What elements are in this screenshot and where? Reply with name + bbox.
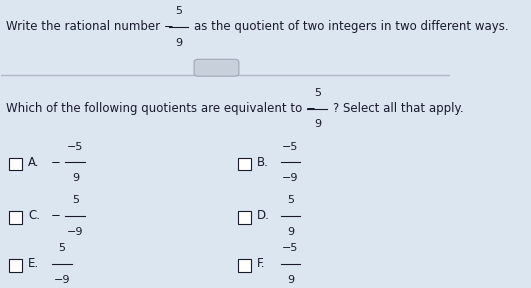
Text: −: −	[50, 209, 61, 222]
Text: ? Select all that apply.: ? Select all that apply.	[333, 102, 464, 115]
FancyBboxPatch shape	[238, 259, 251, 272]
Text: −9: −9	[67, 227, 83, 237]
FancyBboxPatch shape	[238, 211, 251, 223]
Text: −5: −5	[282, 243, 298, 253]
Text: −5: −5	[282, 142, 298, 151]
FancyBboxPatch shape	[10, 158, 22, 170]
Text: 9: 9	[314, 120, 321, 129]
Text: −9: −9	[282, 173, 299, 183]
Text: 5: 5	[287, 195, 294, 205]
FancyBboxPatch shape	[10, 211, 22, 223]
Text: 5: 5	[314, 88, 321, 98]
Text: 9: 9	[175, 37, 182, 48]
Text: Which of the following quotients are equivalent to −: Which of the following quotients are equ…	[6, 102, 316, 115]
Text: as the quotient of two integers in two different ways.: as the quotient of two integers in two d…	[194, 20, 509, 33]
Text: E.: E.	[28, 257, 39, 270]
Text: C.: C.	[28, 209, 40, 222]
FancyBboxPatch shape	[194, 59, 239, 76]
Text: −5: −5	[67, 142, 83, 151]
FancyBboxPatch shape	[10, 259, 22, 272]
FancyBboxPatch shape	[238, 158, 251, 170]
Text: F.: F.	[257, 257, 266, 270]
Text: −9: −9	[54, 275, 70, 285]
Text: 9: 9	[287, 227, 294, 237]
Text: −: −	[50, 156, 61, 169]
Text: Write the rational number −: Write the rational number −	[6, 20, 174, 33]
Text: B.: B.	[257, 156, 269, 169]
Text: 9: 9	[287, 275, 294, 285]
Text: D.: D.	[257, 209, 270, 222]
Text: A.: A.	[28, 156, 40, 169]
Text: 5: 5	[72, 195, 79, 205]
Text: 5: 5	[175, 6, 182, 16]
Text: ...: ...	[212, 63, 220, 72]
Text: 9: 9	[72, 173, 79, 183]
Text: 5: 5	[58, 243, 65, 253]
